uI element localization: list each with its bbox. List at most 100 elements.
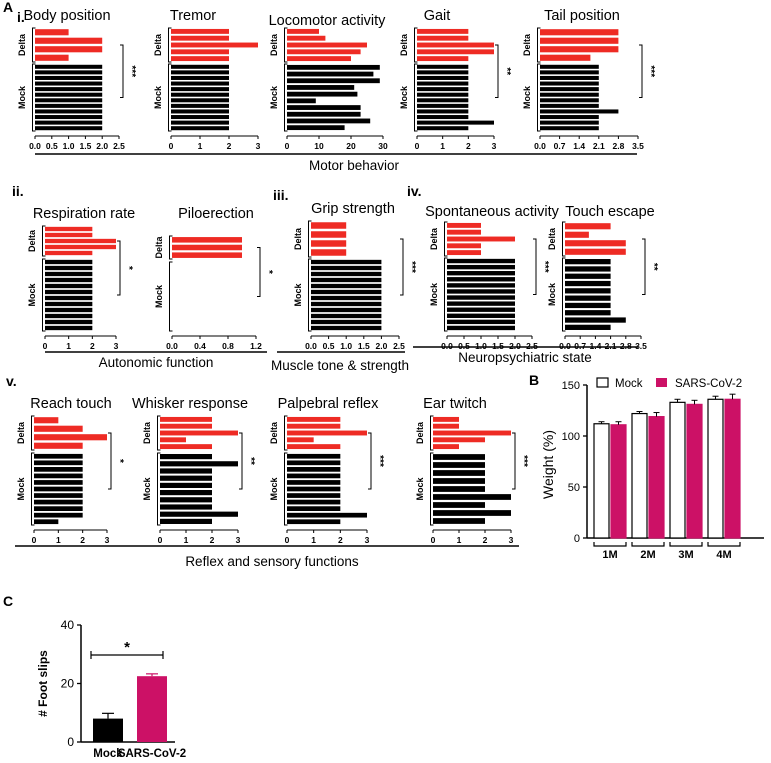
- palpebral-reflex-mock-bar: [287, 519, 341, 525]
- touch-escape-mock-label: Mock: [547, 282, 557, 306]
- body-position-x-tick-label: 2.5: [113, 141, 125, 151]
- panel-label-b: B: [529, 372, 539, 388]
- whisker-response-mock-bar: [160, 461, 238, 467]
- palpebral-reflex-mock-bar: [287, 480, 341, 485]
- reach-touch-significance-label: *: [114, 459, 125, 463]
- grip-strength-significance-bracket: [400, 238, 404, 296]
- tremor-mock-bar: [171, 120, 229, 125]
- spontaneous-activity-mock-bar: [447, 264, 515, 270]
- spontaneous-activity-x-tick-label: 1.5: [492, 341, 504, 351]
- tail-position-delta-bar: [540, 46, 619, 53]
- gait-x-tick-label: 3: [492, 141, 497, 151]
- respiration-rate-mock-bracket: [42, 258, 46, 332]
- spontaneous-activity-mock-bar: [447, 258, 515, 264]
- body-position-mock-bar: [35, 109, 103, 114]
- whisker-response-chart: Whisker response Delta Mock ** 0 1 2 3: [132, 396, 256, 545]
- locomotor-activity-x-tick-label: 20: [346, 141, 356, 151]
- body-position-mock-bar: [35, 115, 103, 120]
- piloerection-x-tick-label: 0.4: [194, 341, 206, 351]
- body-position-x-tick-label: 0.5: [46, 141, 58, 151]
- palpebral-reflex-mock-bar: [287, 493, 341, 498]
- respiration-rate-x-tick-label: 3: [114, 341, 119, 351]
- palpebral-reflex-delta-bar: [287, 430, 367, 436]
- gait-delta-bar: [417, 35, 469, 41]
- palpebral-reflex-mock-bar: [287, 467, 341, 472]
- spontaneous-activity-delta-bar: [447, 250, 481, 256]
- locomotor-activity-mock-bar: [287, 85, 355, 90]
- piloerection-mock-bracket: [169, 261, 173, 332]
- grip-strength-x-tick-label: 0.0: [305, 341, 317, 351]
- respiration-rate-mock-bar: [45, 307, 93, 313]
- tremor-delta-bar: [171, 56, 229, 62]
- grip-strength-mock-bar: [311, 265, 382, 271]
- gait-mock-bracket: [414, 63, 418, 132]
- palpebral-reflex-delta-label: Delta: [269, 421, 279, 444]
- spontaneous-activity-significance-label: ***: [539, 261, 550, 273]
- reflex-section-label: Reflex and sensory functions: [185, 554, 359, 569]
- ear-twitch-mock-bar: [433, 494, 511, 500]
- body-position-x-tick-label: 0.0: [29, 141, 41, 151]
- spontaneous-activity-mock-bar: [447, 313, 515, 318]
- whisker-response-mock-bar: [160, 482, 212, 488]
- piloerection-x-tick-label: 0.0: [166, 341, 178, 351]
- touch-escape-delta-bracket: [562, 221, 566, 257]
- gait-delta-bar: [417, 49, 494, 55]
- locomotor-activity-mock-bar: [287, 91, 358, 97]
- grip-strength-mock-bar: [311, 295, 382, 301]
- weight-bar-mock: [707, 398, 724, 539]
- tremor-x-tick-label: 1: [198, 141, 203, 151]
- respiration-rate-mock-bar: [45, 259, 93, 265]
- spontaneous-activity-delta-bracket: [444, 221, 448, 257]
- tail-position-x-tick-label: 2.1: [593, 141, 605, 151]
- whisker-response-mock-bar: [160, 454, 212, 460]
- tail-position-significance-label: ***: [645, 65, 656, 77]
- whisker-response-title: Whisker response: [132, 396, 248, 412]
- weight-bar-mock: [631, 412, 648, 539]
- grip-strength-chart: Grip strength Delta Mock *** 0.0 0.5 1.0 1.5 2.0…: [293, 201, 417, 351]
- weight-category-bracket: [669, 542, 703, 547]
- tail-position-mock-bracket: [537, 63, 541, 132]
- ear-twitch-chart: Ear twitch Delta Mock *** 0 1 2 3: [415, 396, 529, 545]
- touch-escape-x-tick-label: 2.1: [605, 341, 617, 351]
- respiration-rate-delta-bar: [45, 238, 116, 244]
- tremor-x-tick-label: 2: [227, 141, 232, 151]
- gait-x-tick-label: 2: [466, 141, 471, 151]
- tail-position-mock-bar: [540, 70, 599, 75]
- whisker-response-mock-bar: [160, 518, 212, 524]
- grip-strength-mock-bar: [311, 325, 382, 331]
- touch-escape-mock-bar: [565, 280, 611, 287]
- grip-strength-delta-bar: [311, 249, 347, 256]
- foot-category-label: SARS-CoV-2: [118, 748, 186, 760]
- touch-escape-mock-bar: [565, 317, 626, 323]
- ear-twitch-delta-label: Delta: [415, 421, 425, 444]
- tremor-mock-bar: [171, 70, 229, 75]
- body-position-mock-bar: [35, 98, 103, 103]
- gait-mock-bar: [417, 120, 494, 125]
- locomotor-activity-x-tick-label: 0: [285, 141, 290, 151]
- gait-title: Gait: [424, 8, 451, 24]
- foot-y-label: # Foot slips: [36, 650, 50, 717]
- piloerection-chart: Piloerection Delta Mock * 0.0 0.4 0.8 1.2: [154, 206, 274, 351]
- locomotor-activity-chart: Locomotor activity Delta Mock 0 10 20 30: [269, 13, 388, 151]
- grip-strength-mock-bar: [311, 259, 382, 265]
- respiration-rate-mock-bar: [45, 271, 93, 277]
- palpebral-reflex-chart: Palpebral reflex Delta Mock *** 0 1 2 3: [269, 396, 385, 545]
- spontaneous-activity-mock-bar: [447, 283, 515, 288]
- piloerection-delta-bar: [172, 244, 242, 251]
- grip-strength-delta-bar: [311, 240, 347, 247]
- spontaneous-activity-x-tick-label: 1.0: [475, 341, 487, 351]
- palpebral-reflex-significance-label: ***: [374, 455, 385, 467]
- legend-mock-swatch: [596, 377, 609, 388]
- reach-touch-significance-bracket: [108, 432, 112, 490]
- tremor-delta-bar: [171, 49, 229, 55]
- locomotor-activity-delta-bar: [287, 56, 351, 62]
- foot-y-tick-label: 40: [61, 618, 75, 632]
- tremor-chart: Tremor Delta Mock 0 1 2 3: [153, 8, 261, 151]
- piloerection-delta-bracket: [169, 235, 173, 260]
- tremor-delta-bar: [171, 28, 229, 34]
- spontaneous-activity-mock-bar: [447, 277, 515, 282]
- whisker-response-x-tick-label: 2: [210, 535, 215, 545]
- respiration-rate-delta-bar: [45, 232, 93, 238]
- locomotor-activity-mock-bar: [287, 125, 345, 131]
- neuro-section-label: Neuropsychiatric state: [458, 350, 592, 365]
